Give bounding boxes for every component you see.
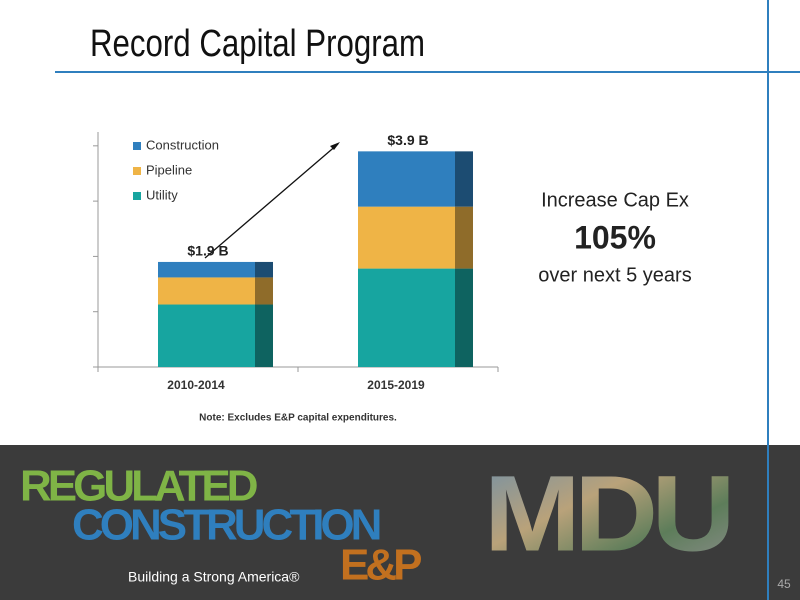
slide-title: Record Capital Program — [90, 23, 425, 65]
footer-band — [0, 445, 800, 600]
tagline: Building a Strong America® — [128, 569, 300, 585]
bar-side — [255, 304, 273, 367]
bar-segment — [158, 277, 255, 305]
bar-segment — [358, 206, 455, 269]
arrow-head — [330, 142, 340, 150]
bar-side — [455, 206, 473, 269]
x-tick-label: 2010-2014 — [167, 378, 225, 392]
footer-word: E&P — [340, 541, 421, 590]
bar-segment — [158, 261, 255, 278]
chart-note: Note: Excludes E&P capital expenditures. — [199, 413, 397, 424]
callout-line: over next 5 years — [538, 264, 691, 286]
callout-line: Increase Cap Ex — [541, 189, 689, 211]
bar-side — [455, 268, 473, 367]
legend-label: Utility — [146, 187, 178, 202]
bar-segment — [158, 304, 255, 367]
bar-segment — [358, 268, 455, 367]
growth-arrow — [204, 143, 339, 259]
logo: MDU — [484, 453, 729, 574]
footer-word: CONSTRUCTION — [72, 501, 380, 550]
bar-side — [255, 261, 273, 278]
bar-side — [255, 277, 273, 305]
footer-word: REGULATED — [20, 462, 257, 511]
total-label: $1.9 B — [187, 243, 228, 259]
legend-swatch — [133, 192, 141, 200]
x-tick-label: 2015-2019 — [367, 378, 425, 392]
legend-swatch — [133, 142, 141, 150]
legend-swatch — [133, 167, 141, 175]
legend-label: Pipeline — [146, 162, 192, 177]
total-label: $3.9 B — [387, 132, 428, 148]
page-number: 45 — [777, 577, 791, 591]
legend-label: Construction — [146, 137, 219, 152]
callout-figure: 105% — [574, 219, 656, 255]
bar-side — [455, 151, 473, 207]
bar-segment — [358, 151, 455, 207]
